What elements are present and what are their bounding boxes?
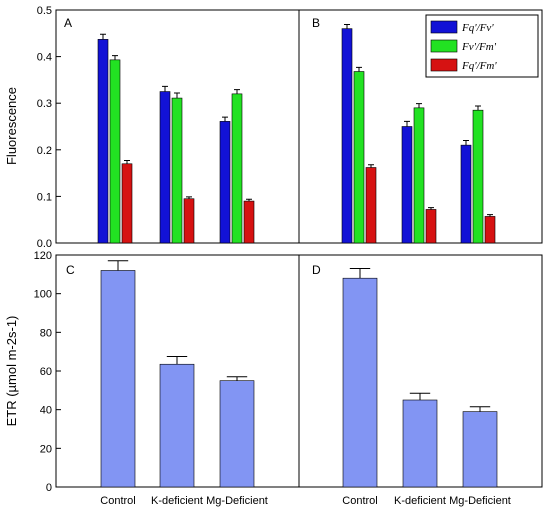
error-bar — [226, 376, 248, 381]
bar-b-control-s2 — [365, 167, 377, 244]
legend-swatch-fq-fm — [430, 58, 458, 72]
y-tick-label: 0.2 — [37, 145, 52, 157]
error-bar — [246, 198, 252, 202]
y-tick-label: 0.1 — [37, 191, 52, 203]
y-tick-label: 0 — [46, 482, 52, 494]
error-bar — [174, 92, 180, 99]
legend-swatch-fv-fm — [430, 39, 458, 53]
bar-b-k-deficient-s1 — [413, 107, 425, 244]
y-tick-label: 40 — [40, 405, 52, 417]
error-bar — [234, 89, 240, 94]
error-bar — [463, 139, 469, 146]
bar-a-k-deficient-s1 — [171, 97, 183, 244]
bar-b-mg-deficient-s1 — [472, 109, 484, 244]
bar-a-mg-deficient-s1 — [231, 93, 243, 244]
error-bar — [349, 268, 371, 279]
error-bar — [344, 23, 350, 29]
y-axis-title-fluorescence: Fluorescence — [4, 87, 19, 165]
error-bar — [475, 105, 481, 111]
bar-c-k-deficient-s0 — [159, 363, 195, 488]
x-category-label: Control — [342, 495, 377, 507]
bar-b-control-s0 — [341, 28, 353, 244]
y-tick-label: 0.0 — [37, 238, 52, 250]
legend: Fq'/Fv' Fv'/Fm' Fq'/Fm' — [425, 14, 539, 78]
bar-a-k-deficient-s2 — [183, 198, 195, 244]
error-bar — [487, 214, 493, 217]
error-bar — [404, 120, 410, 127]
bar-a-control-s1 — [109, 59, 121, 244]
y-tick-label: 60 — [40, 366, 52, 378]
panel-c-label: C — [66, 263, 75, 277]
error-bar — [356, 66, 362, 72]
bar-d-k-deficient-s0 — [402, 399, 438, 488]
bar-a-mg-deficient-s0 — [219, 121, 231, 244]
y-tick-label: 0.4 — [37, 52, 52, 64]
x-category-label: Control — [100, 495, 135, 507]
error-bar — [469, 406, 491, 412]
error-bar — [112, 55, 118, 60]
axis-ticks: 0.0 0.1 0.2 0.3 0.4 0.5 0 20 40 60 80 100 120 Control… — [34, 5, 511, 507]
y-tick-label: 100 — [34, 289, 52, 301]
legend-label-fv-fm: Fv'/Fm' — [461, 41, 497, 53]
legend-swatch-fq-fv — [430, 20, 458, 34]
bar-b-mg-deficient-s2 — [484, 216, 496, 244]
legend-label-fq-fm: Fq'/Fm' — [461, 60, 497, 72]
bar-a-control-s0 — [97, 39, 109, 244]
bar-a-control-s2 — [121, 163, 133, 244]
bar-b-control-s1 — [353, 71, 365, 244]
error-bar — [107, 260, 129, 271]
panel-d-label: D — [312, 263, 321, 277]
bar-b-mg-deficient-s0 — [460, 144, 472, 244]
bar-d-control-s0 — [342, 277, 378, 488]
bar-a-mg-deficient-s2 — [243, 200, 255, 244]
x-category-label: Mg-Deficient — [206, 495, 268, 507]
bar-b-k-deficient-s2 — [425, 209, 437, 244]
error-bar — [124, 160, 130, 164]
bars — [97, 23, 498, 488]
bar-d-mg-deficient-s0 — [462, 411, 498, 488]
panel-a-label: A — [64, 16, 72, 30]
bar-c-mg-deficient-s0 — [219, 380, 255, 488]
panel-b-label: B — [312, 16, 320, 30]
error-bar — [416, 103, 422, 108]
error-bar — [409, 392, 431, 400]
error-bar — [186, 196, 192, 199]
x-category-label: Mg-Deficient — [449, 495, 511, 507]
error-bar — [222, 116, 228, 122]
error-bar — [162, 85, 168, 92]
bar-b-k-deficient-s0 — [401, 126, 413, 244]
y-tick-label: 20 — [40, 443, 52, 455]
x-category-label: K-deficient — [151, 495, 203, 507]
bar-c-control-s0 — [100, 270, 136, 488]
bar-a-k-deficient-s0 — [159, 91, 171, 244]
y-tick-label: 0.3 — [37, 98, 52, 110]
error-bar — [368, 164, 374, 168]
legend-label-fq-fv: Fq'/Fv' — [461, 22, 494, 34]
y-tick-label: 120 — [34, 250, 52, 262]
error-bar — [428, 207, 434, 210]
y-tick-label: 0.5 — [37, 5, 52, 17]
y-tick-label: 80 — [40, 327, 52, 339]
y-axis-title-etr: ETR (µmol m-2s-1) — [4, 316, 19, 427]
error-bar — [166, 356, 188, 365]
error-bar — [100, 33, 106, 40]
x-category-label: K-deficient — [394, 495, 446, 507]
